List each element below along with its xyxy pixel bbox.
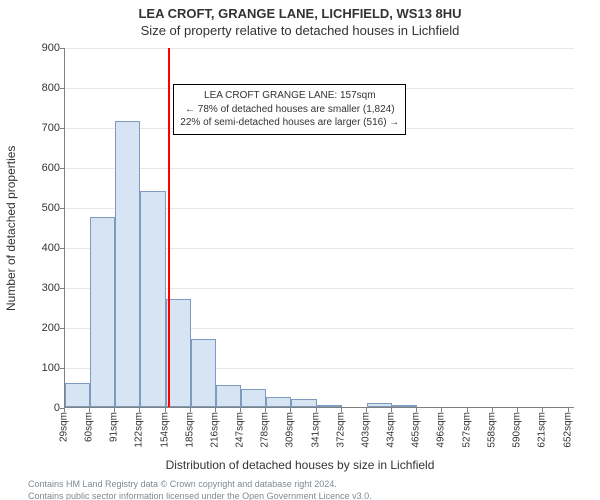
- y-tick-mark: [60, 168, 64, 169]
- histogram-bar: [392, 405, 417, 407]
- x-tick-label: 652sqm: [562, 412, 573, 448]
- info-box-line: 22% of semi-detached houses are larger (…: [180, 116, 399, 130]
- histogram-bar: [241, 389, 266, 407]
- page-title-line1: LEA CROFT, GRANGE LANE, LICHFIELD, WS13 …: [0, 6, 600, 21]
- y-tick-label: 0: [24, 402, 60, 414]
- y-tick-label: 500: [24, 202, 60, 214]
- y-tick-mark: [60, 128, 64, 129]
- x-tick-label: 185sqm: [185, 412, 196, 448]
- y-tick-label: 200: [24, 322, 60, 334]
- y-tick-mark: [60, 368, 64, 369]
- info-box-line: ← 78% of detached houses are smaller (1,…: [180, 103, 399, 117]
- x-tick-label: 278sqm: [260, 412, 271, 448]
- histogram-bar: [216, 385, 241, 407]
- y-tick-label: 600: [24, 162, 60, 174]
- x-tick-label: 154sqm: [160, 412, 171, 448]
- page-title-line2: Size of property relative to detached ho…: [0, 23, 600, 38]
- y-tick-label: 300: [24, 282, 60, 294]
- x-tick-label: 621sqm: [537, 412, 548, 448]
- x-tick-label: 60sqm: [84, 412, 95, 442]
- y-tick-label: 400: [24, 242, 60, 254]
- histogram-bar: [90, 217, 115, 407]
- gridline: [65, 168, 574, 169]
- histogram-bar: [367, 403, 392, 407]
- histogram-bar: [65, 383, 90, 407]
- credit-line-1: Contains HM Land Registry data © Crown c…: [28, 478, 600, 490]
- x-tick-label: 372sqm: [336, 412, 347, 448]
- histogram-bar: [266, 397, 291, 407]
- x-tick-label: 122sqm: [134, 412, 145, 448]
- y-tick-mark: [60, 208, 64, 209]
- y-tick-mark: [60, 88, 64, 89]
- y-tick-mark: [60, 288, 64, 289]
- x-tick-label: 434sqm: [386, 412, 397, 448]
- info-box: LEA CROFT GRANGE LANE: 157sqm← 78% of de…: [173, 84, 406, 135]
- y-tick-label: 900: [24, 42, 60, 54]
- histogram-bar: [317, 405, 342, 407]
- x-tick-label: 590sqm: [512, 412, 523, 448]
- gridline: [65, 48, 574, 49]
- histogram-bar: [140, 191, 166, 407]
- y-tick-label: 800: [24, 82, 60, 94]
- x-tick-label: 216sqm: [210, 412, 221, 448]
- plot-area: LEA CROFT GRANGE LANE: 157sqm← 78% of de…: [64, 48, 574, 408]
- x-tick-label: 465sqm: [411, 412, 422, 448]
- y-tick-label: 700: [24, 122, 60, 134]
- credit-line-2: Contains public sector information licen…: [28, 490, 600, 500]
- x-tick-label: 247sqm: [235, 412, 246, 448]
- x-tick-label: 403sqm: [361, 412, 372, 448]
- x-tick-label: 341sqm: [311, 412, 322, 448]
- chart-container: Number of detached properties LEA CROFT …: [0, 38, 600, 458]
- y-tick-mark: [60, 48, 64, 49]
- y-axis-label: Number of detached properties: [4, 145, 18, 310]
- y-tick-label: 100: [24, 362, 60, 374]
- info-box-line: LEA CROFT GRANGE LANE: 157sqm: [180, 89, 399, 103]
- histogram-bar: [291, 399, 317, 407]
- x-tick-label: 496sqm: [436, 412, 447, 448]
- x-tick-label: 309sqm: [285, 412, 296, 448]
- y-tick-mark: [60, 248, 64, 249]
- x-tick-label: 29sqm: [59, 412, 70, 442]
- credits-block: Contains HM Land Registry data © Crown c…: [28, 478, 600, 500]
- x-tick-label: 558sqm: [486, 412, 497, 448]
- histogram-bar: [191, 339, 216, 407]
- x-tick-label: 91sqm: [109, 412, 120, 442]
- marker-line: [168, 48, 170, 407]
- x-tick-label: 527sqm: [461, 412, 472, 448]
- x-axis-label: Distribution of detached houses by size …: [0, 458, 600, 472]
- y-tick-mark: [60, 328, 64, 329]
- histogram-bar: [115, 121, 140, 407]
